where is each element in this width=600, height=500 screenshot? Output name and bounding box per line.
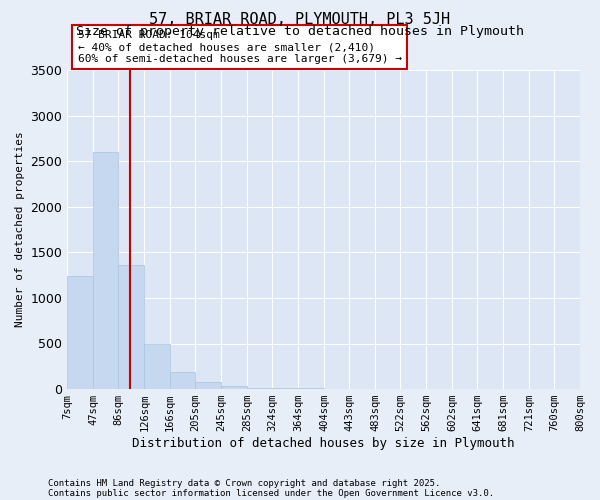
X-axis label: Distribution of detached houses by size in Plymouth: Distribution of detached houses by size …: [133, 437, 515, 450]
Bar: [170, 372, 196, 389]
Bar: [196, 382, 221, 389]
Bar: [221, 386, 247, 389]
Bar: [144, 344, 170, 389]
Text: Contains HM Land Registry data © Crown copyright and database right 2025.: Contains HM Land Registry data © Crown c…: [48, 478, 440, 488]
Bar: [272, 388, 298, 389]
Y-axis label: Number of detached properties: Number of detached properties: [15, 132, 25, 328]
Bar: [298, 388, 324, 389]
Bar: [67, 276, 93, 389]
Bar: [247, 388, 272, 389]
Text: Size of property relative to detached houses in Plymouth: Size of property relative to detached ho…: [76, 25, 524, 38]
Bar: [93, 152, 118, 389]
Bar: [118, 265, 144, 389]
Text: 57, BRIAR ROAD, PLYMOUTH, PL3 5JH: 57, BRIAR ROAD, PLYMOUTH, PL3 5JH: [149, 12, 451, 28]
Text: Contains public sector information licensed under the Open Government Licence v3: Contains public sector information licen…: [48, 488, 494, 498]
Text: 57 BRIAR ROAD: 104sqm
← 40% of detached houses are smaller (2,410)
60% of semi-d: 57 BRIAR ROAD: 104sqm ← 40% of detached …: [77, 30, 401, 64]
